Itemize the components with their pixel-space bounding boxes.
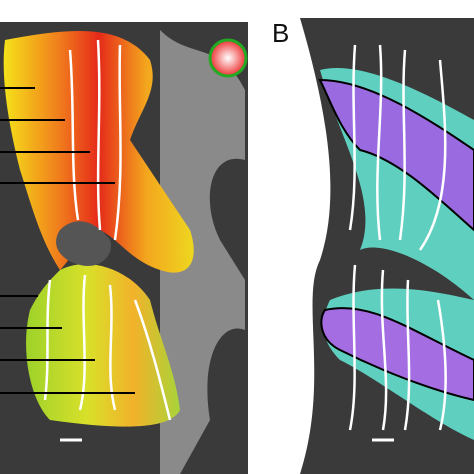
- boundary-lines: [348, 44, 447, 431]
- activation-bottom: [26, 264, 181, 427]
- panel-label: B: [272, 18, 289, 48]
- pointer-lines: [0, 87, 135, 394]
- panel-a: [0, 22, 248, 474]
- outline-cutout: [300, 18, 331, 474]
- boundary-lines: [43, 39, 172, 421]
- color-wheel: [208, 38, 248, 78]
- sulcus: [56, 221, 111, 266]
- map-purple-top: [318, 78, 474, 232]
- gyrus: [160, 30, 245, 474]
- panel-b: B: [272, 18, 474, 474]
